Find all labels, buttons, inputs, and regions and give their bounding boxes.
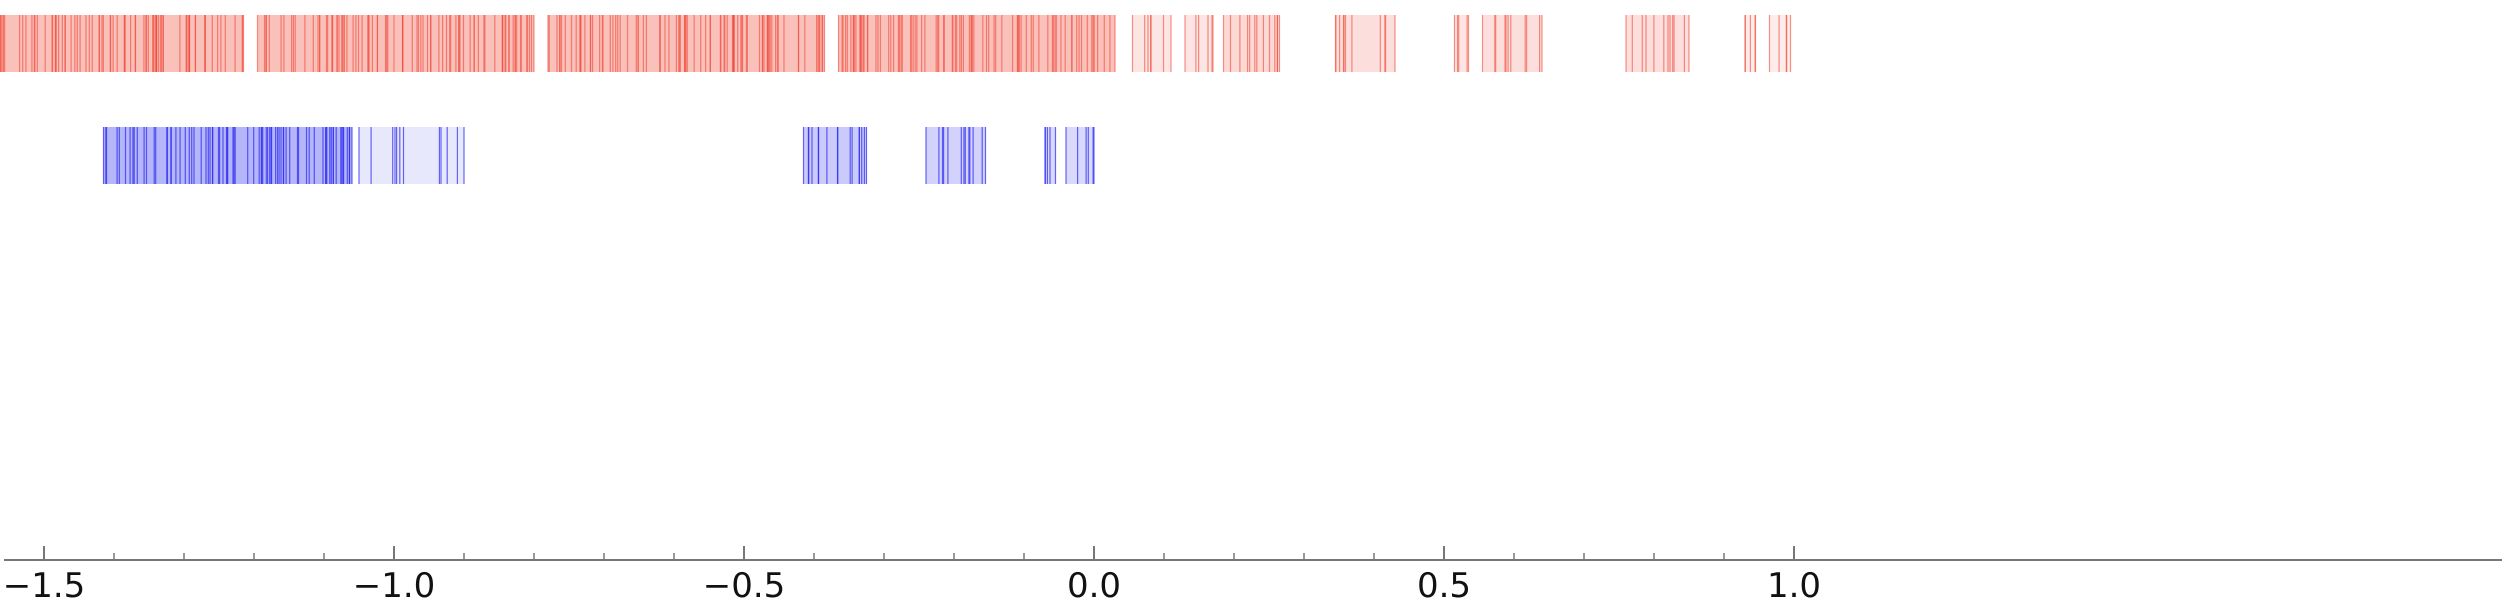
series-1-segment-9 <box>1334 15 1396 72</box>
series-1-segment-11 <box>1481 15 1543 72</box>
series-2-segment-4 <box>358 127 465 184</box>
series-2-segment-5 <box>802 127 868 184</box>
series-1-segment-10 <box>1453 15 1470 72</box>
x-tick-label: 0.5 <box>1417 566 1471 606</box>
series-2 <box>102 127 1095 184</box>
series-1-segment-7 <box>1184 15 1214 72</box>
x-tick-label: −1.5 <box>3 566 86 606</box>
series-1-segment-2 <box>0 15 245 72</box>
segment-fill <box>0 15 244 72</box>
series-2-segment-6 <box>925 127 987 184</box>
series-1 <box>0 15 1792 72</box>
x-tick-label: 0.0 <box>1067 566 1121 606</box>
series-2-segment-3 <box>102 127 353 184</box>
series-1-segment-6 <box>1131 15 1172 72</box>
series-1-segment-5 <box>837 15 1116 72</box>
series-2-segment-7 <box>1044 127 1057 184</box>
x-axis: −2.0−1.5−1.0−0.50.00.51.0 <box>3 546 2502 606</box>
segment-fill <box>1223 15 1280 72</box>
series-1-segment-14 <box>1768 15 1792 72</box>
segment-fill <box>1626 15 1689 72</box>
segment-fill <box>359 127 464 184</box>
series-1-segment-13 <box>1744 15 1757 72</box>
segment-fill <box>1066 127 1094 184</box>
series-layer <box>0 15 1792 184</box>
segment-fill <box>1482 15 1542 72</box>
series-1-segment-8 <box>1222 15 1281 72</box>
segment-fill <box>257 15 534 72</box>
series-2-segment-8 <box>1065 127 1095 184</box>
series-1-segment-4 <box>547 15 826 72</box>
segment-fill <box>926 127 986 184</box>
segment-fill <box>838 15 1115 72</box>
series-1-segment-3 <box>256 15 535 72</box>
x-tick-label: −0.5 <box>703 566 786 606</box>
series-1-segment-12 <box>1625 15 1690 72</box>
segment-fill <box>1454 15 1469 72</box>
segment-fill <box>1132 15 1171 72</box>
x-tick-label: −1.0 <box>353 566 436 606</box>
segment-fill <box>1769 15 1791 72</box>
x-tick-label: 1.0 <box>1767 566 1821 606</box>
segment-fill <box>803 127 867 184</box>
